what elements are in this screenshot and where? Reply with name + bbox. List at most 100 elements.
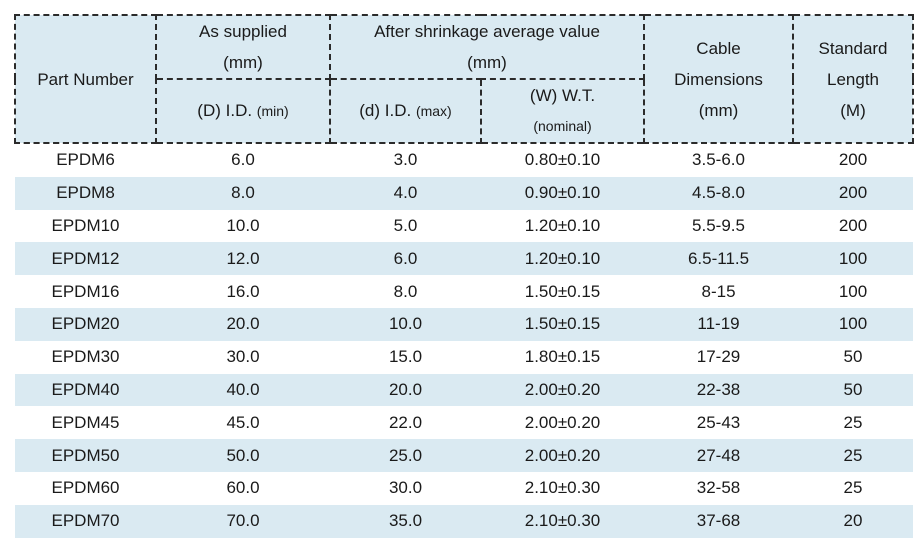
header-cable-dimensions: Cable Dimensions (mm) — [643, 14, 795, 144]
cell-supplied-id: 50.0 — [156, 439, 330, 472]
cell-wall-thickness: 0.80±0.10 — [481, 143, 645, 177]
header-as-supplied-title: As supplied — [199, 22, 287, 41]
table-row: EPDM8 8.0 4.0 0.90±0.10 4.5-8.0 200 — [15, 176, 914, 210]
header-cable-line1: Cable — [696, 38, 741, 58]
cell-shrunk-id: 8.0 — [330, 275, 481, 308]
cell-cable-dimensions: 17-29 — [644, 340, 794, 374]
cell-cable-dimensions: 25-43 — [644, 406, 794, 440]
header-std-line2: Length — [827, 69, 880, 89]
table-row: EPDM20 20.0 10.0 1.50±0.15 11-19 100 — [15, 307, 914, 341]
cell-shrunk-id: 30.0 — [330, 471, 481, 505]
cell-wall-thickness: 1.20±0.10 — [481, 209, 645, 243]
header-d-id-label: (D) I.D. — [197, 101, 257, 120]
cell-wall-thickness: 2.00±0.20 — [481, 406, 645, 440]
cell-shrunk-id: 22.0 — [330, 406, 481, 440]
header-d-id-qualifier: (min) — [256, 103, 289, 119]
cell-supplied-id: 6.0 — [156, 143, 330, 177]
cell-part-number: EPDM45 — [15, 406, 156, 440]
cell-supplied-id: 20.0 — [156, 307, 330, 341]
cell-cable-dimensions: 5.5-9.5 — [644, 209, 794, 243]
cell-standard-length: 200 — [793, 209, 914, 243]
table-row: EPDM60 60.0 30.0 2.10±0.30 32-58 25 — [15, 471, 914, 505]
cell-standard-length: 25 — [793, 406, 914, 440]
cell-supplied-id: 16.0 — [156, 275, 330, 308]
cell-wall-thickness: 0.90±0.10 — [481, 176, 645, 210]
table-header: Part Number As supplied (mm) After shrin… — [14, 14, 915, 144]
cell-supplied-id: 8.0 — [156, 176, 330, 210]
cell-cable-dimensions: 6.5-11.5 — [644, 242, 794, 276]
cell-wall-thickness: 2.10±0.30 — [481, 471, 645, 505]
table-row: EPDM6 6.0 3.0 0.80±0.10 3.5-6.0 200 — [15, 143, 914, 177]
cell-shrunk-id: 20.0 — [330, 373, 481, 407]
cell-supplied-id: 70.0 — [156, 504, 330, 538]
spec-table: Part Number As supplied (mm) After shrin… — [14, 14, 915, 538]
cell-cable-dimensions: 37-68 — [644, 504, 794, 538]
cell-supplied-id: 30.0 — [156, 340, 330, 374]
cell-part-number: EPDM16 — [15, 275, 156, 308]
table-row: EPDM12 12.0 6.0 1.20±0.10 6.5-11.5 100 — [15, 242, 914, 276]
table-row: EPDM30 30.0 15.0 1.80±0.15 17-29 50 — [15, 340, 914, 374]
header-after-shrinkage-unit: (mm) — [467, 53, 507, 72]
cell-cable-dimensions: 4.5-8.0 — [644, 176, 794, 210]
cell-shrunk-id: 10.0 — [330, 307, 481, 341]
header-after-shrinkage: After shrinkage average value (mm) — [328, 14, 646, 80]
header-sd-id-label: (d) I.D. — [359, 101, 416, 120]
cell-cable-dimensions: 8-15 — [644, 275, 794, 308]
header-as-supplied-unit: (mm) — [223, 53, 263, 72]
header-wt-qualifier: (nominal) — [533, 118, 592, 134]
header-cable-line2: Dimensions — [674, 69, 763, 89]
cell-cable-dimensions: 11-19 — [644, 307, 794, 341]
cell-standard-length: 25 — [793, 471, 914, 505]
cell-part-number: EPDM12 — [15, 242, 156, 276]
cell-part-number: EPDM30 — [15, 340, 156, 374]
table-row: EPDM40 40.0 20.0 2.00±0.20 22-38 50 — [15, 373, 914, 407]
cell-supplied-id: 60.0 — [156, 471, 330, 505]
cell-wall-thickness: 1.80±0.15 — [481, 340, 645, 374]
cell-standard-length: 20 — [793, 504, 914, 538]
table-row: EPDM50 50.0 25.0 2.00±0.20 27-48 25 — [15, 439, 914, 472]
cell-cable-dimensions: 3.5-6.0 — [644, 143, 794, 177]
cell-standard-length: 100 — [793, 275, 914, 308]
header-sd-id-max: (d) I.D. (max) — [329, 78, 482, 144]
cell-standard-length: 25 — [793, 439, 914, 472]
cell-part-number: EPDM6 — [15, 143, 156, 177]
header-wall-thickness: (W) W.T. (nominal) — [479, 78, 646, 144]
cell-part-number: EPDM60 — [15, 471, 156, 505]
cell-standard-length: 50 — [793, 373, 914, 407]
table-row: EPDM16 16.0 8.0 1.50±0.15 8-15 100 — [15, 275, 914, 308]
header-std-line1: Standard — [818, 38, 888, 58]
cell-standard-length: 200 — [793, 143, 914, 177]
cell-wall-thickness: 2.10±0.30 — [481, 504, 645, 538]
header-wt-label: (W) W.T. — [529, 86, 596, 105]
header-d-id-min: (D) I.D. (min) — [155, 78, 331, 144]
cell-standard-length: 100 — [793, 242, 914, 276]
cell-cable-dimensions: 27-48 — [644, 439, 794, 472]
cell-part-number: EPDM20 — [15, 307, 156, 341]
cell-part-number: EPDM10 — [15, 209, 156, 243]
cell-shrunk-id: 25.0 — [330, 439, 481, 472]
cell-wall-thickness: 2.00±0.20 — [481, 439, 645, 472]
cell-standard-length: 200 — [793, 176, 914, 210]
cell-supplied-id: 45.0 — [156, 406, 330, 440]
cell-standard-length: 100 — [793, 307, 914, 341]
cell-shrunk-id: 5.0 — [330, 209, 481, 243]
cell-shrunk-id: 35.0 — [330, 504, 481, 538]
table-row: EPDM70 70.0 35.0 2.10±0.30 37-68 20 — [15, 504, 914, 538]
header-part-number: Part Number — [14, 14, 157, 144]
header-cable-line3: (mm) — [698, 100, 739, 120]
cell-wall-thickness: 2.00±0.20 — [481, 373, 645, 407]
header-std-line3: (M) — [840, 100, 866, 120]
table-row: EPDM10 10.0 5.0 1.20±0.10 5.5-9.5 200 — [15, 209, 914, 243]
table-body: EPDM6 6.0 3.0 0.80±0.10 3.5-6.0 200 EPDM8 8.0 4.… — [15, 143, 914, 538]
cell-standard-length: 50 — [793, 340, 914, 374]
cell-part-number: EPDM50 — [15, 439, 156, 472]
header-standard-length: Standard Length (M) — [792, 14, 915, 144]
cell-wall-thickness: 1.50±0.15 — [481, 275, 645, 308]
cell-shrunk-id: 15.0 — [330, 340, 481, 374]
cell-shrunk-id: 4.0 — [330, 176, 481, 210]
cell-cable-dimensions: 22-38 — [644, 373, 794, 407]
cell-wall-thickness: 1.50±0.15 — [481, 307, 645, 341]
cell-part-number: EPDM70 — [15, 504, 156, 538]
cell-supplied-id: 12.0 — [156, 242, 330, 276]
spec-table-container: Part Number As supplied (mm) After shrin… — [14, 14, 915, 538]
